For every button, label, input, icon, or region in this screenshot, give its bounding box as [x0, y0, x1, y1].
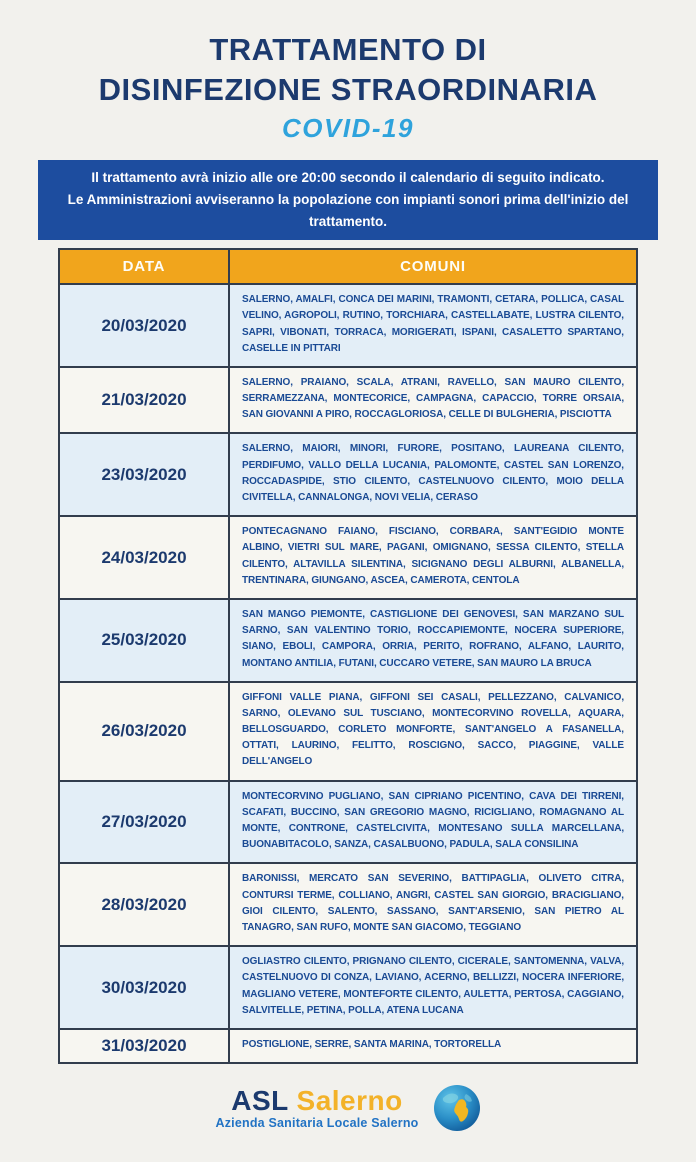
covid-subtitle: COVID-19 — [282, 113, 414, 144]
asl-logo-main: ASL Salerno — [216, 1086, 419, 1115]
info-banner: Il trattamento avrà inizio alle ore 20:0… — [38, 160, 658, 241]
date-cell: 20/03/2020 — [58, 283, 230, 368]
table-row: 27/03/2020 MONTECORVINO PUGLIANO, SAN CI… — [58, 779, 638, 865]
date-cell: 27/03/2020 — [58, 779, 230, 865]
banner-line1-post: secondo il calendario di seguito indicat… — [336, 170, 605, 186]
table-row: 24/03/2020 PONTECAGNANO FAIANO, FISCIANO… — [58, 515, 638, 600]
comuni-cell: OGLIASTRO CILENTO, PRIGNANO CILENTO, CIC… — [228, 945, 638, 1030]
column-header-data: DATA — [58, 248, 230, 286]
banner-line1-pre: Il trattamento avrà inizio alle ore — [91, 170, 302, 186]
comuni-cell: SAN MANGO PIEMONTE, CASTIGLIONE DEI GENO… — [228, 597, 638, 683]
comuni-cell: SALERNO, AMALFI, CONCA DEI MARINI, TRAMO… — [228, 283, 638, 368]
schedule-table: DATA COMUNI 20/03/2020 SALERNO, AMALFI, … — [58, 248, 638, 1065]
header-row: DATA COMUNI — [58, 248, 638, 286]
date-cell: 31/03/2020 — [58, 1027, 230, 1065]
date-cell: 25/03/2020 — [58, 597, 230, 683]
schedule-table-head: DATA COMUNI — [58, 248, 638, 286]
comuni-cell: PONTECAGNANO FAIANO, FISCIANO, CORBARA, … — [228, 515, 638, 600]
page-title: TRATTAMENTO DI DISINFEZIONE STRAORDINARIA — [20, 30, 676, 109]
banner-line-1: Il trattamento avrà inizio alle ore 20:0… — [46, 167, 650, 189]
table-row: 25/03/2020 SAN MANGO PIEMONTE, CASTIGLIO… — [58, 597, 638, 683]
table-row: 31/03/2020 POSTIGLIONE, SERRE, SANTA MAR… — [58, 1027, 638, 1065]
date-cell: 30/03/2020 — [58, 945, 230, 1030]
asl-logo-salerno: Salerno — [296, 1084, 403, 1116]
date-cell: 24/03/2020 — [58, 515, 230, 600]
comuni-cell: BARONISSI, MERCATO SAN SEVERINO, BATTIPA… — [228, 862, 638, 948]
asl-logo-asl: ASL — [231, 1084, 289, 1116]
date-cell: 21/03/2020 — [58, 365, 230, 435]
title-line-2: DISINFEZIONE STRAORDINARIA — [98, 71, 598, 107]
date-cell: 26/03/2020 — [58, 680, 230, 782]
asl-logo-subtitle: Azienda Sanitaria Locale Salerno — [215, 1116, 419, 1131]
table-row: 26/03/2020 GIFFONI VALLE PIANA, GIFFONI … — [58, 680, 638, 782]
table-row: 28/03/2020 BARONISSI, MERCATO SAN SEVERI… — [58, 862, 638, 948]
banner-line-2: Le Amministrazioni avviseranno la popola… — [67, 191, 629, 229]
globe-icon — [433, 1085, 480, 1132]
banner-time: 20:00 — [301, 170, 337, 186]
comuni-cell: GIFFONI VALLE PIANA, GIFFONI SEI CASALI,… — [228, 680, 638, 782]
title-line-1: TRATTAMENTO DI — [209, 32, 487, 67]
table-row: 30/03/2020 OGLIASTRO CILENTO, PRIGNANO C… — [58, 945, 638, 1030]
date-cell: 28/03/2020 — [58, 862, 230, 948]
table-row: 20/03/2020 SALERNO, AMALFI, CONCA DEI MA… — [58, 283, 638, 368]
asl-logo-text: ASL Salerno Azienda Sanitaria Locale Sal… — [215, 1086, 419, 1131]
table-row: 21/03/2020 SALERNO, PRAIANO, SCALA, ATRA… — [58, 365, 638, 435]
asl-logo: ASL Salerno Azienda Sanitaria Locale Sal… — [0, 1084, 696, 1162]
comuni-cell: MONTECORVINO PUGLIANO, SAN CIPRIANO PICE… — [228, 779, 638, 865]
comuni-cell: SALERNO, MAIORI, MINORI, FURORE, POSITAN… — [228, 432, 638, 518]
schedule-table-body: 20/03/2020 SALERNO, AMALFI, CONCA DEI MA… — [58, 283, 638, 1065]
comuni-cell: POSTIGLIONE, SERRE, SANTA MARINA, TORTOR… — [228, 1027, 638, 1065]
date-cell: 23/03/2020 — [58, 432, 230, 518]
comuni-cell: SALERNO, PRAIANO, SCALA, ATRANI, RAVELLO… — [228, 365, 638, 435]
column-header-comuni: COMUNI — [228, 248, 638, 286]
table-row: 23/03/2020 SALERNO, MAIORI, MINORI, FURO… — [58, 432, 638, 518]
